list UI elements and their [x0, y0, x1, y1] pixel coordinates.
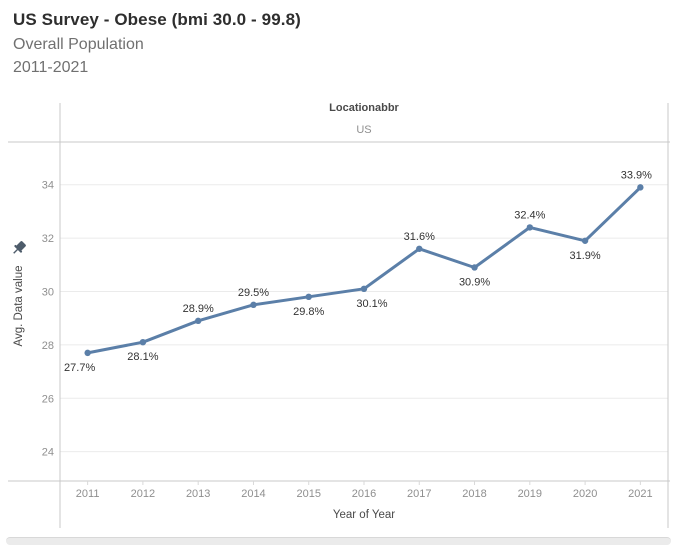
y-tick-label: 30: [42, 286, 54, 298]
x-tick-label: 2013: [186, 488, 210, 500]
data-point-marker[interactable]: [526, 224, 534, 231]
data-point-label: 27.7%: [64, 362, 95, 374]
page-subtitle-range: 2011-2021: [13, 58, 89, 76]
data-point-marker[interactable]: [84, 349, 91, 357]
x-tick-label: 2017: [407, 488, 431, 500]
x-tick-label: 2018: [462, 488, 486, 500]
data-point-marker[interactable]: [471, 264, 478, 271]
data-point-label: 31.9%: [569, 250, 600, 262]
y-tick-label: 32: [42, 233, 54, 245]
data-point-label: 28.9%: [183, 303, 214, 315]
y-tick-label: 34: [42, 180, 54, 192]
page-subtitle: Overall Population: [13, 35, 144, 53]
pin-icon[interactable]: [10, 239, 28, 257]
column-header-value[interactable]: US: [356, 124, 372, 136]
data-point-label: 29.8%: [293, 306, 324, 318]
y-tick-label: 28: [42, 340, 54, 352]
y-tick-label: 26: [42, 393, 54, 405]
x-tick-label: 2012: [131, 488, 155, 500]
trend-line: [86, 185, 642, 355]
x-tick-label: 2011: [76, 488, 100, 500]
data-point-label: 32.4%: [514, 209, 545, 221]
x-tick-label: 2015: [296, 488, 320, 500]
data-point-label: 30.9%: [459, 276, 490, 288]
data-point-marker[interactable]: [637, 184, 644, 191]
data-point-marker[interactable]: [139, 338, 147, 346]
data-point-label: 31.6%: [404, 231, 435, 243]
x-tick-label: 2020: [573, 488, 597, 500]
x-tick-label: 2016: [352, 488, 376, 500]
data-point-marker[interactable]: [360, 285, 368, 293]
data-point-label: 29.5%: [238, 287, 269, 299]
y-tick-label: 24: [42, 447, 54, 459]
column-header-field[interactable]: Locationabbr: [329, 102, 399, 114]
data-point-label: 33.9%: [621, 169, 652, 181]
data-point-marker[interactable]: [581, 237, 589, 244]
x-tick-label: 2019: [518, 488, 542, 500]
page-title: US Survey - Obese (bmi 30.0 - 99.8): [13, 10, 301, 29]
x-tick-label: 2021: [628, 488, 652, 500]
data-point-label: 28.1%: [127, 351, 158, 363]
data-point-marker[interactable]: [194, 317, 202, 325]
title-block: US Survey - Obese (bmi 30.0 - 99.8) Over…: [13, 8, 301, 79]
data-point-marker[interactable]: [250, 301, 257, 309]
x-tick-label: 2014: [241, 488, 265, 500]
data-point-label: 30.1%: [356, 298, 387, 310]
data-point-marker[interactable]: [305, 293, 312, 301]
x-axis-label: Year of Year: [332, 509, 396, 521]
horizontal-scrollbar[interactable]: [6, 537, 671, 545]
data-point-marker[interactable]: [416, 245, 423, 252]
